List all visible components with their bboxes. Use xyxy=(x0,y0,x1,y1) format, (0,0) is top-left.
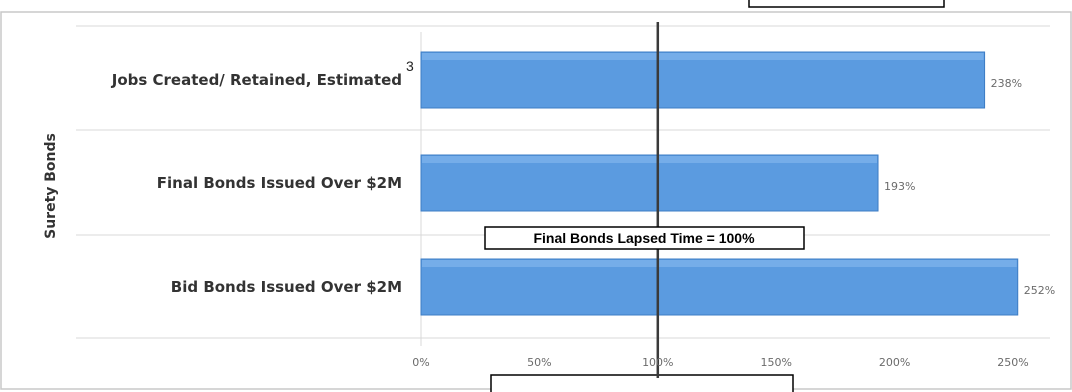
data-label-0: 238% xyxy=(991,77,1022,90)
x-tick-label-1: 50% xyxy=(527,356,551,369)
bar-highlight-2 xyxy=(422,260,1017,267)
x-tick-label-4: 200% xyxy=(879,356,910,369)
x-tick-label-2: 100% xyxy=(642,356,673,369)
x-tick-label-3: 150% xyxy=(760,356,791,369)
data-label-2: 252% xyxy=(1024,284,1055,297)
category-label-0: Jobs Created/ Retained, Estimated xyxy=(111,71,402,89)
bar-2 xyxy=(420,258,1019,316)
bar-0 xyxy=(420,51,986,109)
bar-highlight-0 xyxy=(422,53,984,60)
data-labels: 238% 193% 252% xyxy=(884,77,1055,297)
bar-1 xyxy=(420,154,879,212)
bottom-annotation-box xyxy=(490,374,794,392)
y-axis-title: Surety Bonds xyxy=(43,133,59,239)
top-annotation-box xyxy=(748,0,945,8)
reference-line-label-box: Final Bonds Lapsed Time = 100% xyxy=(484,226,805,250)
category-label-1: Final Bonds Issued Over $2M xyxy=(157,174,402,192)
category-superscript-0: 3 xyxy=(406,58,414,74)
data-label-1: 193% xyxy=(884,180,915,193)
bars xyxy=(420,51,1019,316)
x-tick-label-5: 250% xyxy=(997,356,1028,369)
bar-highlight-1 xyxy=(422,156,878,163)
category-label-2: Bid Bonds Issued Over $2M xyxy=(171,278,402,296)
x-tick-labels: 0% 50% 100% 150% 200% 250% xyxy=(412,356,1028,369)
x-tick-label-0: 0% xyxy=(412,356,429,369)
svg-text:Final Bonds Lapsed Time = 100%: Final Bonds Lapsed Time = 100% xyxy=(533,230,755,246)
